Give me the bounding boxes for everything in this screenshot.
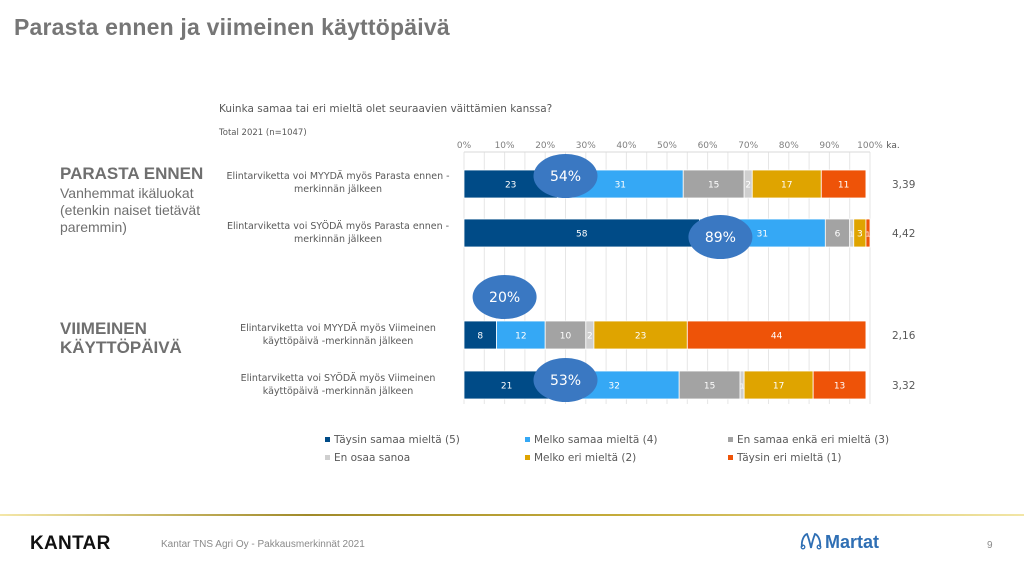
bar-data-label: 23: [635, 332, 646, 342]
legend-label: Täysin samaa mieltä (5): [334, 434, 460, 446]
legend-item: Täysin samaa mieltä (5): [325, 434, 460, 446]
average-column-header: ka.: [886, 141, 899, 151]
bar-data-label: 1: [866, 231, 870, 239]
bar-data-label: 1: [849, 231, 853, 239]
x-tick-label: 50%: [657, 141, 677, 151]
bar-data-label: 17: [773, 382, 784, 392]
legend-swatch: [728, 436, 733, 442]
bar-data-label: 44: [771, 332, 783, 342]
bar-data-label: 58: [576, 230, 588, 240]
bar-segment: [751, 169, 822, 199]
x-tick-label: 60%: [698, 141, 718, 151]
bar-data-label: 2: [587, 332, 593, 342]
bar-data-label: 2: [745, 181, 751, 191]
bar-data-label: 21: [501, 382, 512, 392]
average-value: 2,16: [892, 330, 916, 342]
legend-item: Melko samaa mieltä (4): [525, 434, 658, 446]
annotation-label: 89%: [705, 230, 736, 246]
page-number: 9: [987, 540, 993, 551]
legend-label: Melko eri mieltä (2): [534, 452, 637, 464]
x-tick-label: 100%: [857, 141, 883, 151]
bar-segment: [496, 320, 546, 350]
bar-segment: [682, 169, 745, 199]
bar-segment: [820, 169, 867, 199]
x-tick-label: 90%: [819, 141, 839, 151]
annotation-bubble: [472, 275, 537, 319]
legend-swatch: [325, 454, 330, 460]
martat-emblem-icon: [800, 533, 822, 550]
annotation-label: 20%: [489, 290, 520, 306]
bar-data-label: 31: [757, 230, 768, 240]
legend-swatch: [728, 454, 733, 460]
legend-swatch: [525, 454, 530, 460]
x-tick-label: 10%: [495, 141, 515, 151]
annotation-label: 53%: [550, 373, 581, 389]
row-label: Elintarviketta voi SYÖDÄ myös Viimeinen …: [240, 373, 436, 397]
annotation-bubble: [688, 215, 753, 259]
martat-logo: Martat: [800, 532, 879, 553]
footer-divider: [0, 514, 1024, 516]
annotation-label: 54%: [550, 169, 581, 185]
legend-label: En samaa enkä eri mieltä (3): [737, 434, 890, 446]
bar-segment: [812, 370, 867, 400]
bar-segment: [463, 218, 700, 248]
legend-item: Täysin eri mieltä (1): [728, 452, 842, 464]
row-label: Elintarviketta voi MYYDÄ myös Parasta en…: [226, 171, 450, 195]
x-tick-label: 80%: [779, 141, 799, 151]
row-label: Elintarviketta voi MYYDÄ myös Viimeinen …: [240, 323, 436, 347]
x-tick-label: 30%: [576, 141, 596, 151]
x-tick-label: 20%: [535, 141, 555, 151]
martat-logo-text: Martat: [825, 532, 880, 552]
chart-subtitle: Total 2021 (n=1047): [219, 128, 307, 138]
stacked-bar-chart: 0% 10% 20% 30% 40% 50% 60% 70% 80% 90% 100% ka.23 31…: [457, 141, 916, 404]
bar-data-label: 3: [857, 230, 863, 240]
legend-item: Melko eri mieltä (2): [525, 452, 636, 464]
legend-item: En osaa sanoa: [325, 452, 410, 464]
bar-data-label: 32: [608, 382, 619, 392]
bar-data-label: 11: [838, 181, 849, 191]
bar-segment: [865, 218, 871, 248]
average-value: 4,42: [892, 228, 915, 240]
bar-data-label: 10: [560, 332, 572, 342]
bar-segment: [544, 320, 587, 350]
kantar-logo: KANTAR: [30, 533, 111, 554]
bar-segment: [686, 320, 867, 350]
x-tick-label: 40%: [616, 141, 636, 151]
legend-label: En osaa sanoa: [334, 452, 411, 464]
section-heading-parasta-ennen: PARASTA ENNEN: [60, 164, 204, 183]
legend-label: Täysin eri mieltä (1): [737, 452, 842, 464]
bar-data-label: 17: [781, 181, 792, 191]
bar-data-label: 6: [835, 230, 841, 240]
bar-data-label: 12: [515, 332, 526, 342]
annotation-bubble: [533, 154, 598, 198]
legend-item: En samaa enkä eri mieltä (3): [728, 434, 889, 446]
bar-segment: [678, 370, 741, 400]
average-value: 3,32: [892, 380, 915, 392]
x-tick-label: 70%: [738, 141, 758, 151]
legend-swatch: [525, 436, 530, 442]
bar-segment: [463, 320, 497, 350]
x-tick-label: 0%: [457, 141, 472, 151]
page-title: Parasta ennen ja viimeinen käyttöpäivä: [14, 14, 450, 40]
bar-data-label: 15: [708, 181, 719, 191]
bar-data-label: 8: [477, 332, 483, 342]
annotation-bubble: [533, 358, 598, 402]
bar-data-label: 1: [740, 383, 744, 391]
bar-data-label: 15: [704, 382, 715, 392]
bar-data-label: 31: [615, 181, 626, 191]
section-subtext-parasta-ennen: Vanhemmat ikäluokat (etenkin naiset tiet…: [60, 185, 201, 235]
row-label: Elintarviketta voi SYÖDÄ myös Parasta en…: [226, 221, 450, 245]
footer-text: Kantar TNS Agri Oy - Pakkausmerkinnät 20…: [161, 539, 365, 550]
bar-segment: [824, 218, 851, 248]
bar-data-label: 23: [505, 181, 516, 191]
section-heading-viimeinen: VIIMEINEN KÄYTTÖPÄIVÄ: [60, 319, 182, 357]
bar-data-label: 13: [834, 382, 845, 392]
legend-label: Melko samaa mieltä (4): [534, 434, 658, 446]
legend-swatch: [325, 436, 330, 442]
chart-title: Kuinka samaa tai eri mieltä olet seuraav…: [219, 103, 553, 115]
average-value: 3,39: [892, 179, 915, 191]
bar-segment: [743, 370, 814, 400]
